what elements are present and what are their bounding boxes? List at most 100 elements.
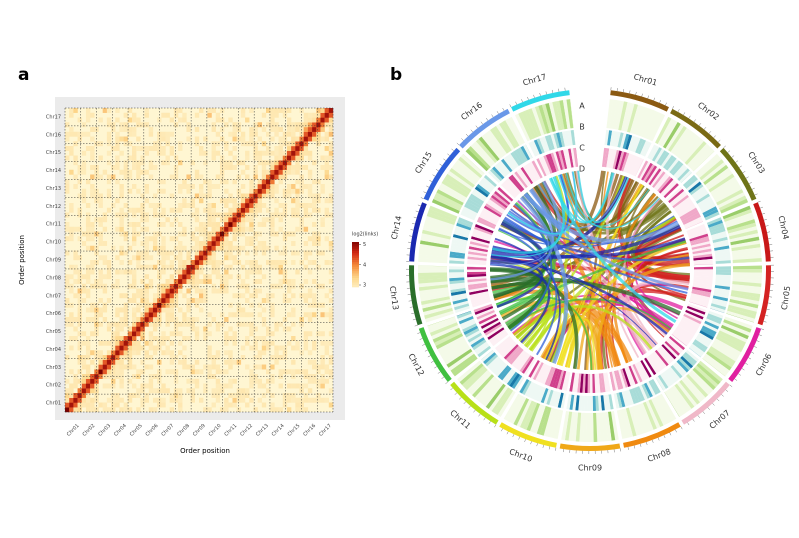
y-tick-label: Chr10 [46,240,61,246]
heat-cell [166,293,170,298]
heat-cell [161,284,165,289]
y-tick-label: Chr12 [46,204,61,210]
heat-cell [233,208,237,213]
heat-cell [186,308,190,313]
heat-cell [304,151,308,156]
heat-cell [103,369,107,374]
heat-cell [212,403,216,408]
heat-cell [186,279,190,284]
heat-cell [111,350,115,355]
scale-tick [629,90,630,93]
heat-cell [115,369,119,374]
heat-cell [195,241,199,246]
heat-cell [249,270,253,275]
heat-cell [99,284,103,289]
heat-cell [291,312,295,317]
heat-cell [295,189,299,194]
y-tick-label: Chr02 [46,383,61,389]
heat-cell [287,151,291,156]
heat-cell [99,241,103,246]
heat-cell [241,346,245,351]
heat-cell [304,398,308,403]
heat-cell [145,365,149,370]
heat-cell [312,241,316,246]
heat-cell [86,369,90,374]
heat-cell [245,298,249,303]
heat-cell [233,232,237,237]
heat-cell [136,122,140,127]
heat-cell [107,151,111,156]
heat-cell [178,350,182,355]
heat-cell [182,293,186,298]
heat-cell [199,298,203,303]
heat-cell [136,118,140,123]
heat-cell [304,146,308,151]
scale-tick [537,443,538,446]
heat-cell [145,317,149,322]
heat-cell [245,213,249,218]
heat-cell [207,189,211,194]
heat-cell [274,151,278,156]
heat-cell [216,355,220,360]
x-tick-label: Chr12 [239,423,254,438]
colorbar-step [352,265,359,268]
heat-cell [207,179,211,184]
heat-cell [65,393,69,398]
heat-cell [170,208,174,213]
heat-cell [195,284,199,289]
heat-cell [153,293,157,298]
heat-cell [149,175,153,180]
scale-tick [425,350,428,351]
heat-cell [258,232,262,237]
scale-tick [445,382,447,384]
heat-cell [312,118,316,123]
heat-cell [107,270,111,275]
heat-cell [316,303,320,308]
heat-cell [212,317,216,322]
heat-cell [312,379,316,384]
heat-cell [291,146,295,151]
heat-cell [90,175,94,180]
heat-cell [224,289,228,294]
heat-cell [65,132,69,137]
heat-cell [212,270,216,275]
heat-cell [115,393,119,398]
heat-cell [291,260,295,265]
heat-cell [245,403,249,408]
colorbar-step [352,274,359,277]
heat-cell [107,260,111,265]
scale-tick [416,211,419,212]
heat-cell [73,132,77,137]
heat-cell [224,189,228,194]
heat-cell [325,122,329,127]
heat-cell [199,293,203,298]
scale-tick [421,198,424,199]
heat-cell [82,403,86,408]
heat-cell [312,260,316,265]
heat-cell [186,336,190,341]
heat-cell [157,312,161,317]
heat-cell [90,232,94,237]
heat-cell [86,346,90,351]
heat-cell [258,208,262,213]
heat-cell [186,260,190,265]
heat-cell [287,108,291,113]
heat-cell [237,388,241,393]
heat-cell [312,208,316,213]
heat-cell [124,346,128,351]
heat-cell [78,331,82,336]
heat-cell [78,369,82,374]
heat-cell [325,156,329,161]
heat-cell [228,194,232,199]
heat-cell [249,379,253,384]
heat-cell [124,407,128,412]
heat-cell [111,393,115,398]
heat-cell [140,160,144,165]
heat-cell [111,355,115,360]
heat-cell [166,255,170,260]
heat-cell [325,175,329,180]
heat-cell [69,232,73,237]
heat-cell [270,108,274,113]
heat-cell [270,403,274,408]
heat-cell [111,379,115,384]
